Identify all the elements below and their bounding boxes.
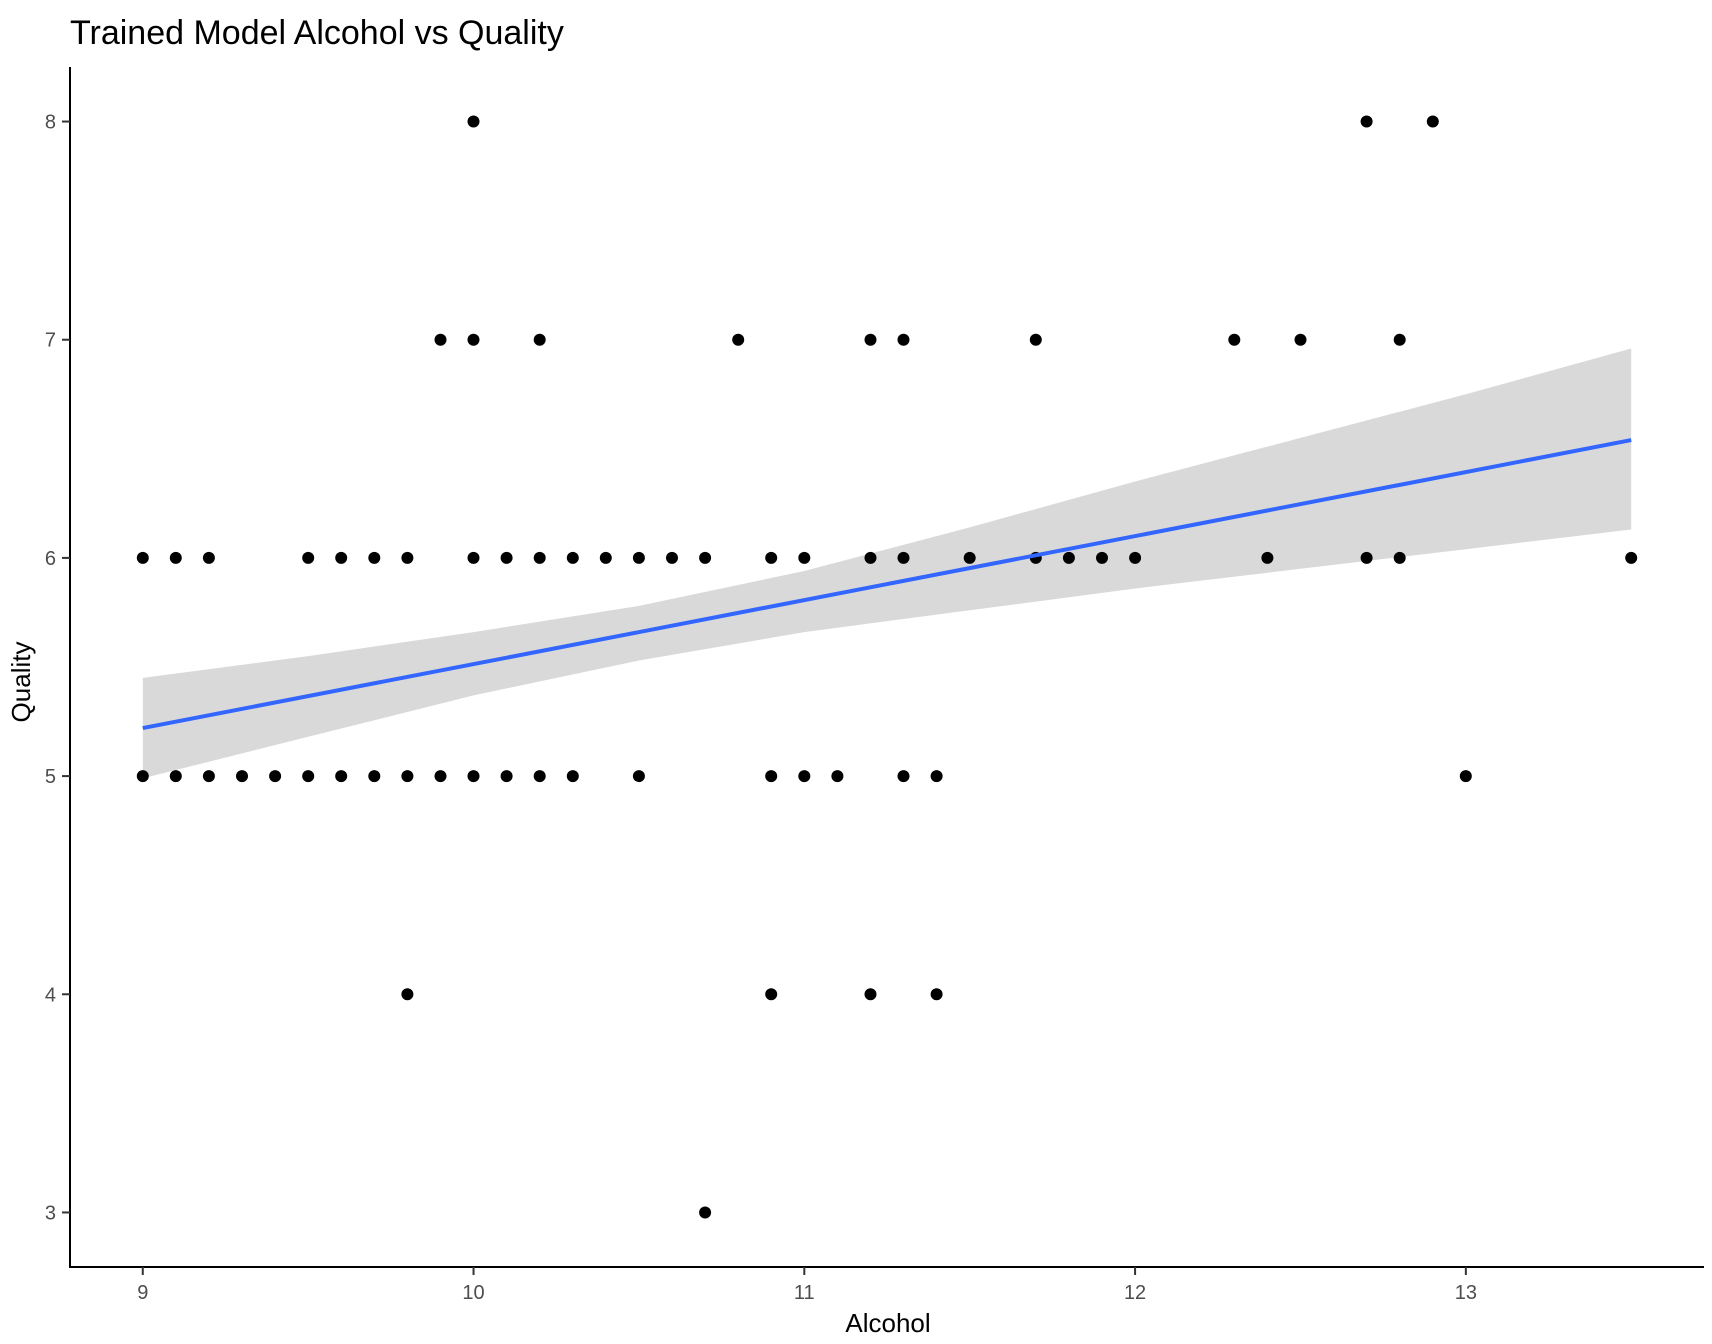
data-point [467,115,480,128]
data-point [1426,115,1439,128]
data-point [732,333,745,346]
y-tick-label: 4 [45,984,56,1006]
data-point [169,770,182,783]
data-point [401,988,414,1001]
data-point [1261,551,1274,564]
data-point [831,770,844,783]
data-point [202,770,215,783]
data-point [1360,115,1373,128]
data-point [930,988,943,1001]
x-tick-label: 10 [462,1282,484,1304]
data-point [533,333,546,346]
data-point [798,551,811,564]
y-tick-label: 3 [45,1202,56,1224]
axes-layer: 9 10 11 12 13 3 4 5 6 7 8 [45,67,1704,1304]
data-point [136,770,149,783]
data-point [864,988,877,1001]
trend-line-layer [142,438,1632,731]
data-point [467,551,480,564]
data-point [765,551,778,564]
data-point [1294,333,1307,346]
chart-title: Trained Model Alcohol vs Quality [70,14,564,52]
confidence-band [142,348,1632,779]
data-point [699,1206,712,1219]
x-tick-label: 11 [794,1282,815,1304]
y-axis-label: Quality [6,642,36,723]
x-axis-label: Alcohol [845,1308,930,1338]
y-tick-label: 6 [45,548,56,570]
y-tick-label: 5 [45,766,56,788]
data-point [236,770,248,783]
data-point [335,551,348,564]
data-point [897,551,910,564]
data-point [368,551,381,564]
y-tick-label: 8 [45,112,56,134]
data-point [798,770,811,783]
x-tick-label: 9 [137,1282,148,1304]
data-point [1129,551,1142,564]
data-point [500,770,513,783]
data-point [699,551,712,564]
data-point [434,770,447,783]
data-point [136,551,149,564]
data-point [566,551,579,564]
y-tick-label: 7 [45,330,56,352]
data-point [632,551,645,564]
data-point [930,770,943,783]
data-point [335,770,348,783]
x-tick-label: 13 [1455,1282,1477,1304]
data-point [864,551,877,564]
data-point [1393,551,1406,564]
confidence-band-layer [142,348,1632,779]
data-point [864,333,877,346]
data-point [467,770,480,783]
data-point [1459,770,1472,783]
data-point [765,770,778,783]
data-point [401,770,414,783]
data-point [1062,551,1075,564]
data-point [368,770,381,783]
data-point [897,333,910,346]
data-point [566,770,579,783]
data-point [533,551,546,564]
data-point [1228,333,1241,346]
data-point [500,551,513,564]
data-point [533,770,546,783]
data-point [1393,333,1406,346]
data-point [401,551,414,564]
x-tick-label: 12 [1124,1282,1146,1304]
data-point [666,551,678,564]
data-point [1625,551,1638,564]
data-point [302,551,315,564]
data-point [1360,551,1373,564]
data-point [202,551,215,564]
data-point [1029,333,1042,346]
data-point [599,551,612,564]
data-point [1096,551,1108,564]
data-point [169,551,182,564]
points-layer [136,115,1638,1219]
data-point [434,333,447,346]
data-point [302,770,315,783]
data-point [765,988,778,1001]
data-point [269,770,282,783]
data-point [963,551,976,564]
trend-line [142,438,1632,731]
data-point [897,770,910,783]
data-point [467,333,480,346]
data-point [632,770,645,783]
